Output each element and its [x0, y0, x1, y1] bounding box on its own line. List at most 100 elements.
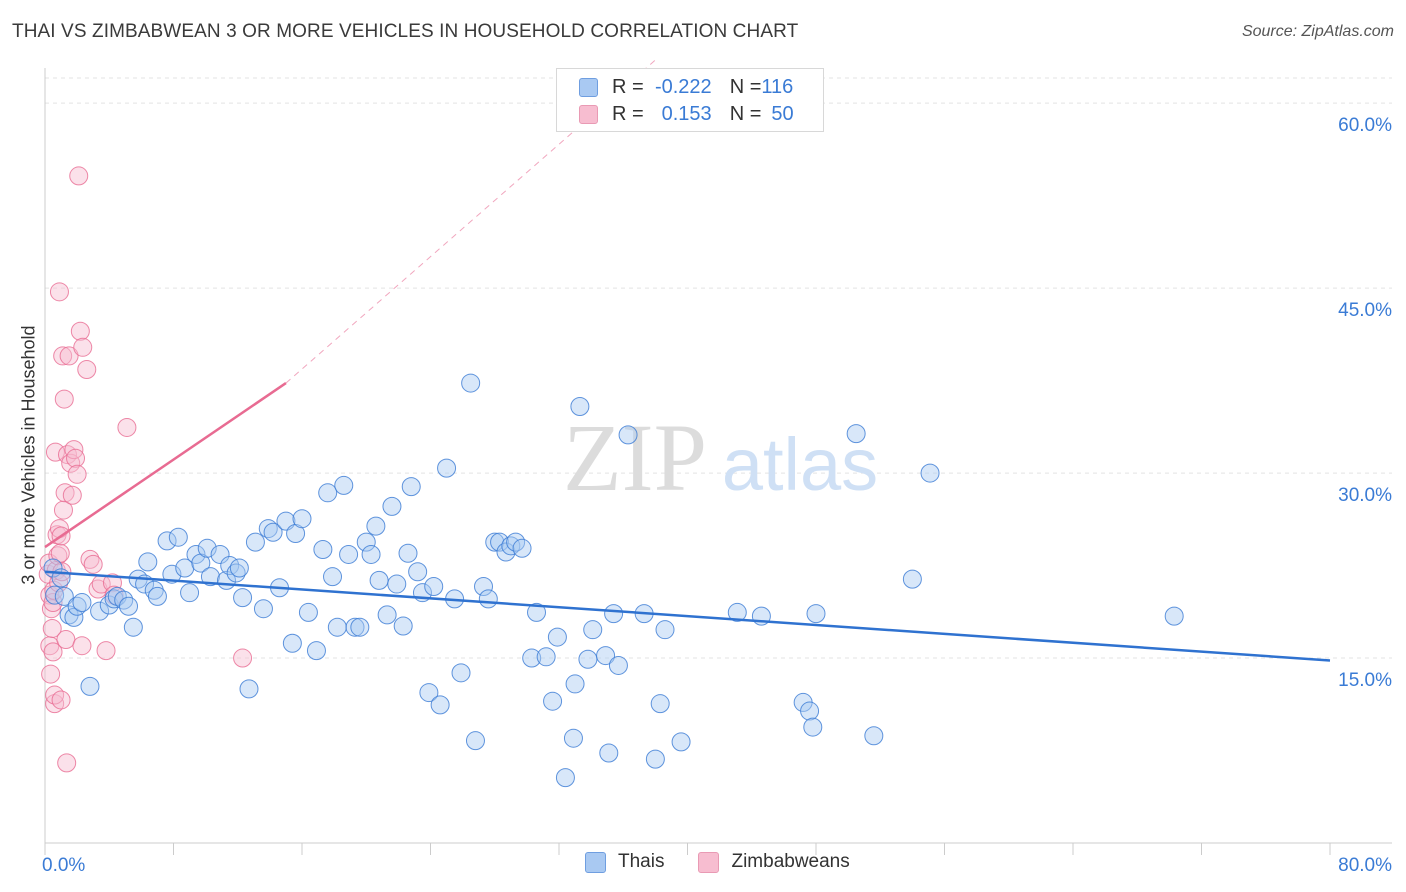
- data-point: [671, 732, 691, 752]
- zimbabweans-points: [38, 166, 253, 773]
- data-point: [66, 448, 86, 468]
- data-point: [62, 485, 82, 505]
- data-point: [604, 604, 624, 624]
- data-point: [430, 695, 450, 715]
- data-point: [846, 424, 866, 444]
- y-tick-label: 60.0%: [1338, 115, 1392, 136]
- data-point: [536, 647, 556, 667]
- r-key: R =: [612, 75, 644, 98]
- data-point: [490, 532, 510, 552]
- data-point: [73, 337, 93, 357]
- data-point: [366, 516, 386, 536]
- data-point: [233, 648, 253, 668]
- data-point: [345, 617, 365, 637]
- data-point: [563, 728, 583, 748]
- n-value: 50: [771, 102, 794, 125]
- watermark-atlas: atlas: [722, 423, 878, 506]
- data-point: [157, 531, 177, 551]
- data-point: [543, 691, 563, 711]
- data-point: [565, 674, 585, 694]
- data-point: [599, 743, 619, 763]
- data-point: [53, 346, 73, 366]
- correlation-legend: R = -0.222 N = 116 R = 0.153 N = 50: [556, 68, 824, 132]
- data-point: [864, 726, 884, 746]
- data-point: [806, 604, 826, 624]
- data-point: [117, 417, 137, 437]
- y-tick-label: 15.0%: [1338, 670, 1392, 691]
- r-value: -0.222: [654, 75, 712, 98]
- data-point: [41, 664, 61, 684]
- data-point: [233, 588, 253, 608]
- r-key: R =: [612, 102, 644, 125]
- data-point: [45, 585, 65, 605]
- watermark-zip: ZIP: [563, 404, 707, 511]
- data-point: [478, 589, 498, 609]
- data-point: [119, 596, 139, 616]
- data-point: [263, 522, 283, 542]
- data-point: [645, 749, 665, 769]
- data-point: [327, 617, 347, 637]
- data-point: [83, 554, 103, 574]
- data-point: [437, 458, 457, 478]
- pink-swatch-icon: [579, 104, 598, 124]
- data-point: [578, 649, 598, 669]
- data-point: [461, 373, 481, 393]
- data-point: [282, 633, 302, 653]
- legend-label-zimbabweans: Zimbabweans: [731, 851, 850, 872]
- data-point: [70, 321, 90, 341]
- y-axis-title: 3 or more Vehicles in Household: [18, 325, 39, 585]
- data-point: [650, 694, 670, 714]
- data-point: [90, 601, 110, 621]
- series-legend: Thais Zimbabweans: [585, 851, 884, 873]
- data-point: [69, 166, 89, 186]
- data-point: [49, 282, 69, 302]
- axes: [44, 68, 1392, 855]
- data-point: [451, 663, 471, 683]
- pink-swatch-icon: [698, 851, 720, 873]
- data-point: [56, 630, 76, 650]
- data-point: [239, 679, 259, 699]
- data-point: [67, 464, 87, 484]
- data-point: [53, 500, 73, 520]
- data-point: [55, 483, 75, 503]
- data-point: [547, 627, 567, 647]
- data-point: [618, 425, 638, 445]
- y-tick-label: 30.0%: [1338, 485, 1392, 506]
- chart-title: THAI VS ZIMBABWEAN 3 OR MORE VEHICLES IN…: [12, 21, 799, 42]
- data-point: [45, 442, 65, 462]
- data-point: [369, 570, 389, 590]
- data-point: [902, 569, 922, 589]
- data-point: [527, 602, 547, 622]
- data-point: [298, 602, 318, 622]
- legend-item-thais[interactable]: Thais: [585, 851, 664, 873]
- data-point: [42, 618, 62, 638]
- tick-labels: 15.0% 30.0% 45.0% 60.0% 0.0% 80.0%: [42, 115, 1392, 876]
- trend-line-zimbabweans: [44, 382, 287, 549]
- data-point: [1164, 606, 1184, 626]
- y-tick-label: 45.0%: [1338, 300, 1392, 321]
- data-point: [96, 641, 116, 661]
- data-point: [306, 641, 326, 661]
- data-point: [382, 496, 402, 516]
- data-point: [72, 636, 92, 656]
- thais-points: [43, 373, 1184, 788]
- data-point: [608, 655, 628, 675]
- data-point: [57, 753, 77, 773]
- data-point: [54, 586, 74, 606]
- data-point: [229, 558, 249, 578]
- data-point: [920, 463, 940, 483]
- data-point: [424, 577, 444, 597]
- data-point: [401, 477, 421, 497]
- source-credit: Source: ZipAtlas.com: [1241, 23, 1394, 40]
- data-point: [51, 690, 71, 710]
- data-point: [465, 731, 485, 751]
- legend-item-zimbabweans[interactable]: Zimbabweans: [698, 851, 850, 873]
- data-point: [512, 538, 532, 558]
- data-point: [387, 574, 407, 594]
- data-point: [522, 648, 542, 668]
- data-point: [168, 527, 188, 547]
- data-point: [59, 346, 79, 366]
- data-point: [356, 532, 376, 552]
- blue-swatch-icon: [579, 77, 598, 97]
